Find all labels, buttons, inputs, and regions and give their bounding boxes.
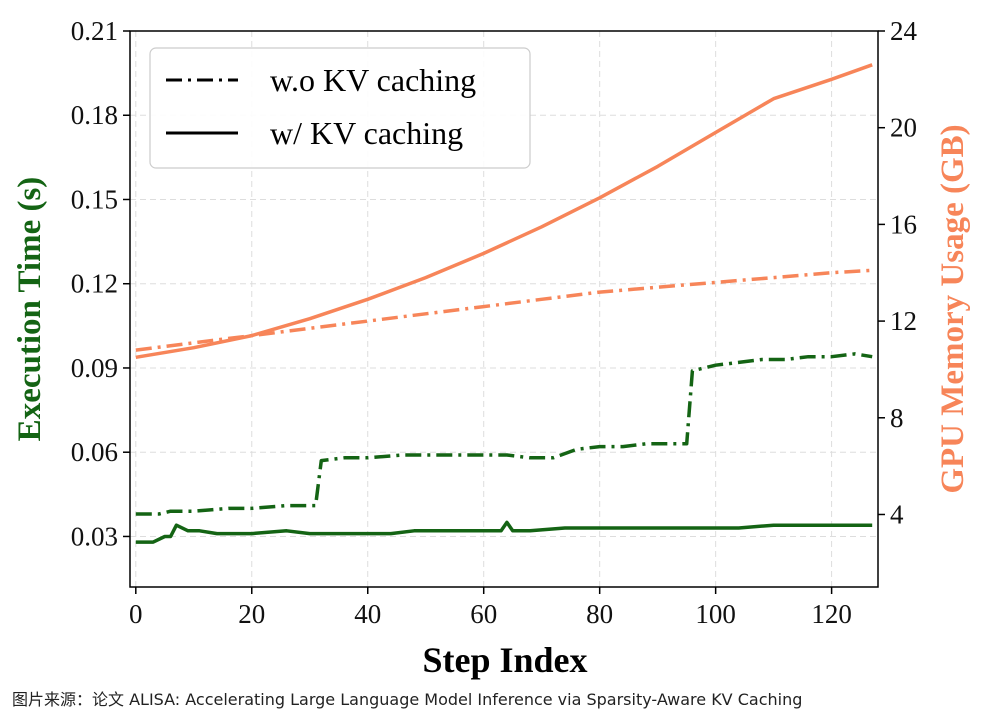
x-tick-label: 60 xyxy=(470,599,497,629)
x-tick-label: 0 xyxy=(129,599,143,629)
x-axis-title: Step Index xyxy=(422,640,587,680)
x-tick-label: 20 xyxy=(238,599,265,629)
y-right-tick-label: 8 xyxy=(890,403,904,433)
x-tick-label: 80 xyxy=(586,599,613,629)
series-line-0 xyxy=(135,352,873,516)
legend: w.o KV caching w/ KV caching xyxy=(149,47,531,169)
chart-figure: 0 20 40 60 80 100 120 0.03 0.06 0.09 0.12 0.15 0.18 0… xyxy=(12,16,971,680)
y-left-tick-label: 0.09 xyxy=(71,353,118,383)
y-left-tick-label: 0.06 xyxy=(71,437,118,467)
series-lines xyxy=(135,63,873,544)
series-line-1 xyxy=(135,520,873,544)
y-right-tick-label: 4 xyxy=(890,499,904,529)
y-right-tick-label: 24 xyxy=(890,16,918,46)
plot-frame xyxy=(129,30,879,588)
y-right-tick-label: 20 xyxy=(890,113,917,143)
x-tick-label: 40 xyxy=(354,599,381,629)
y-right-axis-title: GPU Memory Usage (GB) xyxy=(935,124,971,493)
series-line-3 xyxy=(135,63,873,360)
legend-label-wo-cache: w.o KV caching xyxy=(270,62,476,98)
x-tick-label: 120 xyxy=(811,599,852,629)
y-left-axis-title: Execution Time (s) xyxy=(12,177,48,442)
y-left-tick-label: 0.21 xyxy=(71,16,118,46)
y-left-tick-label: 0.12 xyxy=(71,269,118,299)
figure-caption: 图片来源：论文 ALISA: Accelerating Large Langua… xyxy=(12,690,803,709)
axis-ticks: 0 20 40 60 80 100 120 0.03 0.06 0.09 0.12 0.15 0.18 0… xyxy=(71,16,918,629)
y-right-tick-label: 16 xyxy=(890,209,917,239)
y-right-tick-label: 12 xyxy=(890,306,917,336)
x-tick-label: 100 xyxy=(695,599,736,629)
y-left-tick-label: 0.18 xyxy=(71,100,118,130)
y-left-tick-label: 0.15 xyxy=(71,184,118,214)
legend-box xyxy=(149,47,531,169)
legend-label-with-cache: w/ KV caching xyxy=(270,115,463,151)
y-left-tick-label: 0.03 xyxy=(71,521,118,551)
